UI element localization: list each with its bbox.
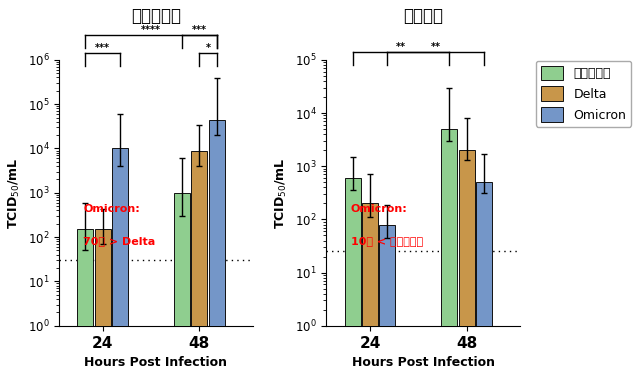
Bar — [77, 229, 93, 376]
Text: **: ** — [430, 42, 441, 52]
Bar — [476, 182, 492, 376]
Text: ****: **** — [141, 26, 161, 35]
Title: 支氣管組織: 支氣管組織 — [131, 7, 181, 25]
Bar — [345, 178, 361, 376]
Text: *: * — [205, 43, 210, 53]
Bar — [458, 150, 475, 376]
Bar — [209, 120, 225, 376]
Bar — [94, 229, 111, 376]
Y-axis label: TCID$_{50}$/mL: TCID$_{50}$/mL — [275, 157, 289, 229]
Text: Omicron:: Omicron: — [83, 204, 140, 214]
Bar — [362, 203, 378, 376]
Text: ***: *** — [95, 43, 110, 53]
Bar — [191, 150, 207, 376]
Bar — [441, 129, 457, 376]
X-axis label: Hours Post Infection: Hours Post Infection — [84, 356, 228, 369]
Bar — [379, 224, 396, 376]
Text: 70倍 > Delta: 70倍 > Delta — [83, 236, 155, 246]
Text: ***: *** — [192, 26, 207, 35]
Y-axis label: TCID$_{50}$/mL: TCID$_{50}$/mL — [7, 157, 22, 229]
Text: Omicron:: Omicron: — [351, 204, 408, 214]
X-axis label: Hours Post Infection: Hours Post Infection — [352, 356, 495, 369]
Bar — [112, 149, 128, 376]
Text: 10倍 < 原始病毒株: 10倍 < 原始病毒株 — [351, 236, 423, 246]
Text: **: ** — [396, 42, 406, 52]
Title: 肺部組織: 肺部組織 — [403, 7, 443, 25]
Legend: 原始病毒株, Delta, Omicron: 原始病毒株, Delta, Omicron — [536, 61, 631, 127]
Bar — [174, 193, 190, 376]
